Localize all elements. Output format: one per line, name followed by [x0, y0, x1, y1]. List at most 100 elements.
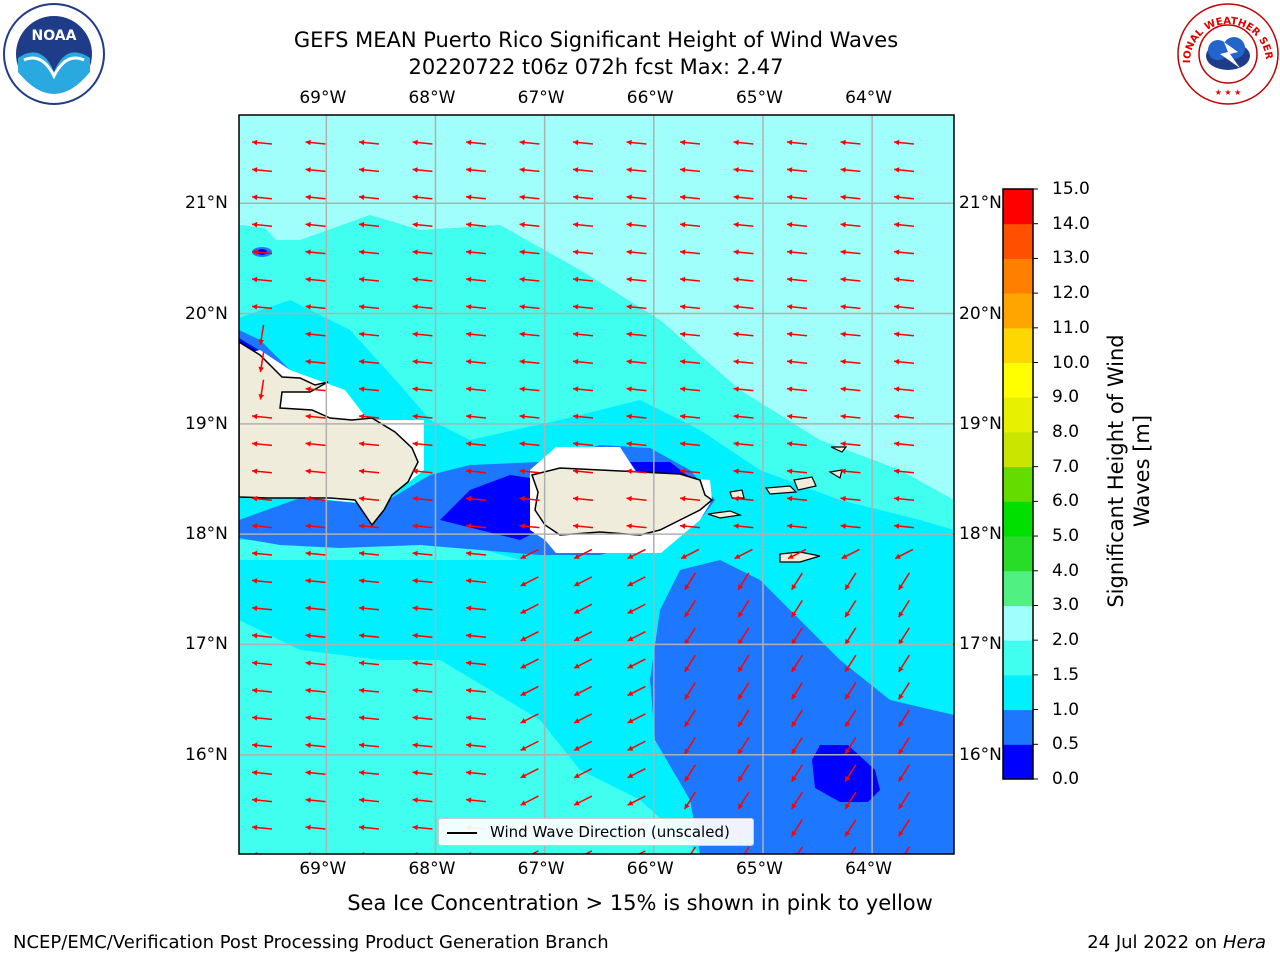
lon-tick-label-bottom: 67°W [517, 859, 565, 879]
wave-arrow [258, 379, 265, 400]
wave-arrow [786, 441, 808, 447]
wave-arrow [791, 654, 803, 673]
wave-arrow [572, 358, 594, 365]
wave-arrow [519, 468, 540, 475]
footer-date-text: 24 Jul 2022 on [1087, 932, 1223, 953]
wave-arrow [786, 194, 808, 201]
wave-arrow [684, 627, 696, 646]
wave-arrow [519, 358, 540, 365]
wave-arrow [733, 413, 754, 420]
wave-arrow [786, 276, 808, 283]
wave-arrow [358, 358, 380, 365]
lon-tick-label-top: 66°W [626, 88, 674, 108]
colorbar-swatch [1003, 570, 1033, 606]
wave-arrow [787, 548, 807, 560]
wave-arrow [626, 468, 647, 475]
chart-title: GEFS MEAN Puerto Rico Significant Height… [293, 28, 899, 52]
wave-arrow [572, 331, 594, 338]
wave-arrow [898, 819, 910, 837]
wave-arrow [519, 523, 540, 529]
wave-arrow [251, 769, 273, 776]
wave-arrow [684, 654, 696, 673]
colorbar-tick-label: 0.0 [1052, 769, 1080, 789]
wave-arrow [679, 167, 701, 173]
wave-arrow [251, 605, 273, 612]
wave-arrow [791, 572, 803, 591]
wave-arrow [733, 139, 754, 146]
wave-arrow [305, 824, 326, 831]
wave-arrow [850, 846, 857, 854]
wave-arrow [840, 441, 861, 447]
wave-arrow [251, 194, 273, 201]
wave-arrow [465, 687, 487, 694]
wave-arrow [893, 441, 915, 447]
wave-arrow [840, 413, 861, 420]
wave-arrow [358, 139, 380, 146]
wave-arrow [679, 276, 701, 283]
wave-arrow [358, 413, 380, 420]
wave-arrow [737, 599, 750, 618]
colorbar-swatch [1003, 501, 1033, 537]
wave-arrow [893, 304, 915, 310]
wave-arrow [519, 413, 540, 420]
wave-arrow [840, 221, 861, 228]
wave-arrow [465, 578, 487, 584]
lat-tick-label-left: 18°N [185, 524, 228, 545]
wave-arrow [573, 658, 593, 669]
wave-arrow [358, 523, 380, 529]
wave-arrow [898, 682, 910, 700]
wave-arrow [898, 791, 910, 810]
wave-arrow [251, 221, 273, 228]
wave-arrow [573, 713, 593, 724]
wave-arrow [841, 548, 860, 560]
wave-arrow [305, 413, 326, 420]
wave-arrow [251, 715, 273, 721]
colorbar [1003, 188, 1038, 780]
colorbar-swatch [1003, 674, 1033, 711]
colorbar-tick-label: 14.0 [1052, 213, 1090, 234]
wave-arrow [305, 605, 326, 612]
wave-arrow [626, 139, 647, 146]
wave-arrow [737, 654, 750, 673]
wave-arrow [786, 221, 808, 228]
wave-arrow [358, 468, 380, 475]
wave-arrow [358, 605, 380, 612]
wave-arrow [791, 736, 803, 755]
wave-arrow [358, 578, 380, 584]
wave-arrow [520, 548, 539, 560]
lat-tick-label-left: 17°N [185, 634, 228, 655]
wave-arrow [840, 495, 861, 502]
wave-arrow [251, 413, 273, 420]
wave-arrow [305, 769, 326, 776]
wave-arrow [893, 167, 915, 173]
lat-tick-label-right: 19°N [959, 413, 1002, 434]
wave-arrow [844, 654, 857, 673]
colorbar-tick-label: 10.0 [1052, 352, 1090, 373]
wave-arrow [251, 276, 273, 283]
wave-arrow [251, 632, 273, 639]
wave-arrow [733, 468, 754, 475]
lon-tick-label-top: 68°W [408, 88, 456, 108]
wave-band-0.5-1m-southeast [650, 560, 954, 854]
wave-arrow [358, 495, 380, 502]
wave-arrow [305, 441, 326, 447]
wave-arrow [412, 194, 433, 201]
wave-arrow [584, 850, 593, 854]
lat-tick-label-right: 20°N [959, 303, 1002, 324]
wave-arrow [684, 709, 696, 728]
wave-arrow [573, 576, 593, 587]
wave-arrow [412, 331, 433, 338]
wave-arrow [627, 685, 646, 697]
lon-tick-label-top: 65°W [735, 88, 783, 108]
wave-arrow [412, 797, 433, 803]
wave-arrow [679, 495, 701, 502]
wave-arrow [734, 548, 753, 560]
wave-arrow [358, 194, 380, 201]
wave-arrow [358, 167, 380, 173]
wave-arrow [465, 304, 487, 310]
wave-arrow [305, 194, 326, 201]
colorbar-tick-label: 9.0 [1052, 387, 1080, 408]
wave-arrow [412, 221, 433, 228]
wave-arrow [573, 767, 593, 779]
wave-arrow [530, 850, 539, 854]
